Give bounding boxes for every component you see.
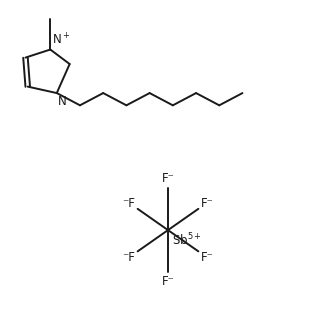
Text: N$^+$: N$^+$ — [52, 32, 71, 48]
Text: Sb$^{5+}$: Sb$^{5+}$ — [172, 232, 202, 248]
Text: N: N — [58, 95, 67, 108]
Text: F⁻: F⁻ — [162, 275, 174, 288]
Text: ⁻F: ⁻F — [122, 196, 135, 210]
Text: ⁻F: ⁻F — [122, 251, 135, 264]
Text: F⁻: F⁻ — [201, 196, 214, 210]
Text: F⁻: F⁻ — [201, 251, 214, 264]
Text: F⁻: F⁻ — [162, 172, 174, 185]
